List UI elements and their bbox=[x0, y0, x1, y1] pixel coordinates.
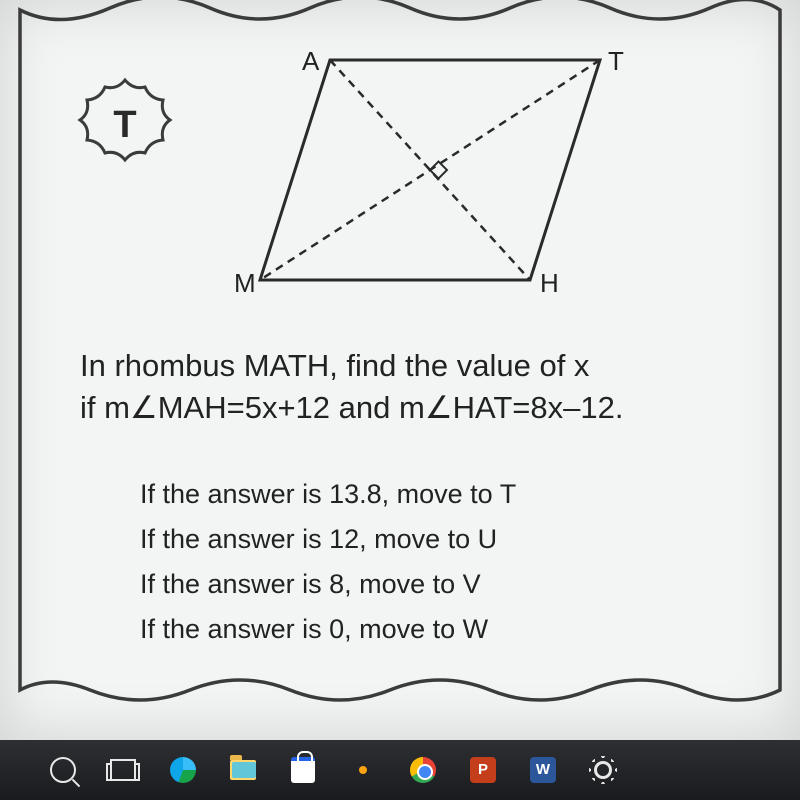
settings-gear-icon[interactable] bbox=[590, 757, 616, 783]
vertex-label-A: A bbox=[302, 46, 319, 77]
question-text: In rhombus MATH, find the value of x if … bbox=[80, 345, 740, 429]
file-explorer-icon[interactable] bbox=[230, 757, 256, 783]
edge-browser-icon[interactable] bbox=[170, 757, 196, 783]
answer-choices: If the answer is 13.8, move to T If the … bbox=[140, 465, 740, 659]
powerpoint-icon[interactable]: P bbox=[470, 757, 496, 783]
rhombus-svg bbox=[240, 50, 640, 310]
rhombus-diagram: A T H M bbox=[240, 50, 640, 310]
vertex-label-T: T bbox=[608, 46, 624, 77]
badge-letter: T bbox=[113, 104, 136, 147]
search-icon[interactable] bbox=[50, 757, 76, 783]
question-line-1: In rhombus MATH, find the value of x bbox=[80, 345, 740, 387]
content-area: T A T H M I bbox=[50, 20, 760, 710]
microsoft-store-icon[interactable] bbox=[290, 757, 316, 783]
word-icon[interactable]: W bbox=[530, 757, 556, 783]
answer-choice: If the answer is 8, move to V bbox=[140, 569, 740, 600]
vertex-label-H: H bbox=[540, 268, 559, 299]
question-line-2: if m∠MAH=5x+12 and m∠HAT=8x–12. bbox=[80, 387, 740, 429]
worksheet-screen: T A T H M I bbox=[0, 0, 800, 740]
windows-taskbar: P W bbox=[0, 740, 800, 800]
taskbar-separator-dot bbox=[350, 757, 376, 783]
vertex-label-M: M bbox=[234, 268, 256, 299]
task-view-icon[interactable] bbox=[110, 757, 136, 783]
answer-choice: If the answer is 13.8, move to T bbox=[140, 479, 740, 510]
photo-surface: T A T H M I bbox=[0, 0, 800, 800]
station-badge: T bbox=[75, 75, 175, 175]
answer-choice: If the answer is 12, move to U bbox=[140, 524, 740, 555]
chrome-browser-icon[interactable] bbox=[410, 757, 436, 783]
answer-choice: If the answer is 0, move to W bbox=[140, 614, 740, 645]
